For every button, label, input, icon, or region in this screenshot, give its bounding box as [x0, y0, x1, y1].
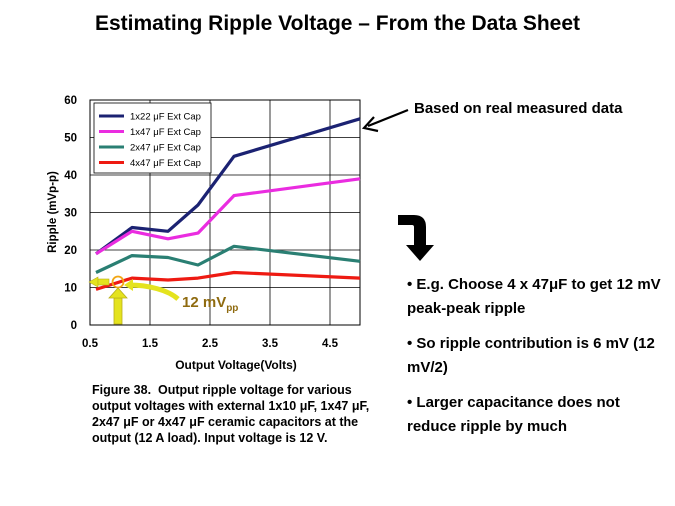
x-tick-label: 1.5	[142, 338, 159, 350]
callout-subscript: pp	[226, 303, 238, 314]
y-tick-label: 40	[64, 170, 77, 182]
y-tick-label: 0	[71, 320, 77, 332]
legend-label: 2x47 μF Ext Cap	[130, 143, 201, 154]
legend-label: 4x47 μF Ext Cap	[130, 158, 201, 169]
annotation-text: Based on real measured data	[414, 100, 623, 117]
bullet-item-capacitance: • Larger capacitance does not reduce rip…	[407, 394, 620, 435]
y-tick-label: 60	[64, 95, 77, 107]
series-line-1	[95, 117, 361, 256]
x-tick-label: 4.5	[322, 338, 339, 350]
bullet-item-contribution: • So ripple contribution is 6 mV (12 mV/…	[407, 335, 655, 376]
callout-arrow-left-small	[88, 276, 110, 288]
legend-label: 1x47 μF Ext Cap	[130, 127, 201, 138]
x-tick-label: 0.5	[82, 338, 99, 350]
y-tick-label: 10	[64, 283, 77, 295]
x-axis-label: Output Voltage(Volts)	[175, 358, 297, 372]
x-tick-label: 2.5	[202, 338, 219, 350]
bullet-list: • E.g. Choose 4 x 47μF to get 12 mV peak…	[407, 273, 672, 450]
legend: 1x22 μF Ext Cap 1x47 μF Ext Cap 2x47 μF Ex…	[93, 102, 212, 174]
plot-area-frame	[89, 99, 361, 326]
callout-arrow-up	[108, 287, 128, 325]
turn-down-arrow-icon	[398, 215, 434, 261]
callout-main: 12 mV	[182, 294, 226, 311]
callout-label: 12 mVpp	[182, 294, 238, 314]
callout-arrow-left	[124, 279, 180, 301]
y-axis-label: Ripple (mVp-p)	[47, 171, 59, 253]
y-tick-label: 20	[64, 245, 77, 257]
series-line-4	[95, 270, 361, 291]
y-tick-label: 30	[64, 208, 77, 220]
ripple-chart: 0 10 20 30 40 50 60 0.5 1.5 2.5 3.5 4.5 Ripple (mVp…	[47, 95, 409, 372]
series-line-3	[95, 244, 361, 274]
annotation-arrow	[361, 108, 409, 133]
series-line-2	[95, 177, 361, 256]
slide-title: Estimating Ripple Voltage – From the Dat…	[94, 12, 581, 35]
x-tick-label: 3.5	[262, 338, 279, 350]
bullet-item-choose: • E.g. Choose 4 x 47μF to get 12 mV peak…	[407, 276, 661, 317]
legend-label: 1x22 μF Ext Cap	[130, 112, 201, 123]
y-tick-label: 50	[64, 133, 77, 145]
figure-caption: Figure 38. Output ripple voltage for var…	[92, 383, 373, 445]
